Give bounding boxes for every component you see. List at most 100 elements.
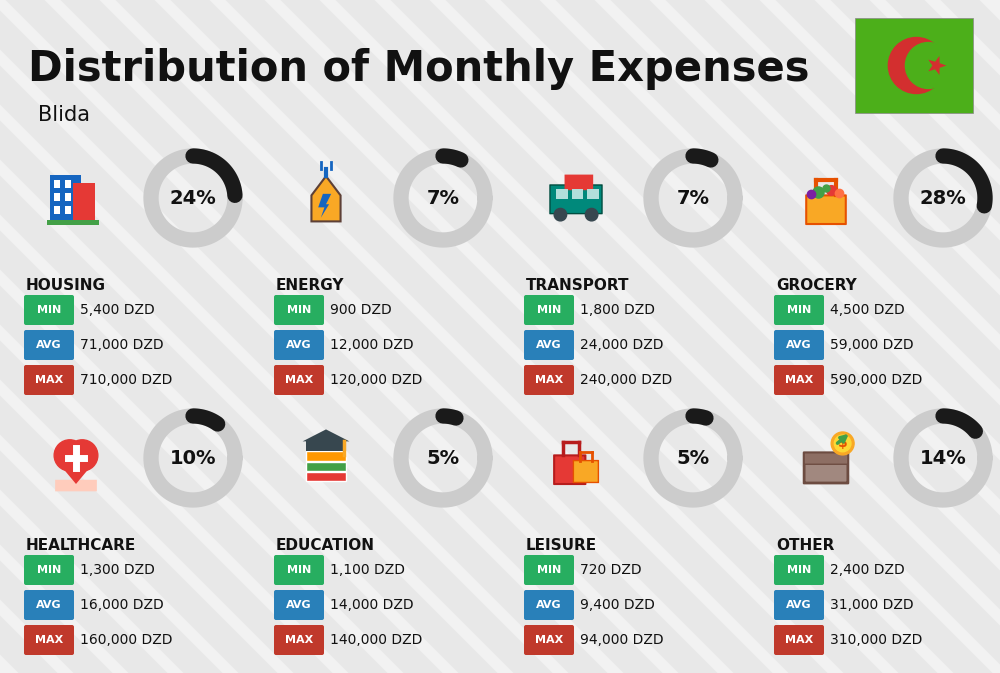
Text: AVG: AVG bbox=[786, 340, 812, 350]
FancyBboxPatch shape bbox=[24, 625, 74, 655]
FancyBboxPatch shape bbox=[524, 625, 574, 655]
Text: 160,000 DZD: 160,000 DZD bbox=[80, 633, 173, 647]
FancyBboxPatch shape bbox=[556, 188, 568, 199]
Text: 5%: 5% bbox=[426, 448, 460, 468]
FancyBboxPatch shape bbox=[774, 590, 824, 620]
Text: 5%: 5% bbox=[676, 448, 710, 468]
FancyBboxPatch shape bbox=[274, 555, 324, 585]
FancyBboxPatch shape bbox=[774, 555, 824, 585]
FancyBboxPatch shape bbox=[587, 188, 599, 199]
Polygon shape bbox=[303, 429, 349, 441]
FancyBboxPatch shape bbox=[774, 295, 824, 325]
Text: AVG: AVG bbox=[36, 600, 62, 610]
Text: MAX: MAX bbox=[785, 635, 813, 645]
Polygon shape bbox=[311, 176, 341, 221]
Polygon shape bbox=[318, 194, 331, 218]
FancyBboxPatch shape bbox=[274, 625, 324, 655]
FancyBboxPatch shape bbox=[774, 625, 824, 655]
Text: MIN: MIN bbox=[787, 565, 811, 575]
Text: 94,000 DZD: 94,000 DZD bbox=[580, 633, 664, 647]
Circle shape bbox=[585, 209, 598, 221]
FancyBboxPatch shape bbox=[274, 295, 324, 325]
FancyBboxPatch shape bbox=[55, 480, 97, 491]
FancyBboxPatch shape bbox=[54, 206, 60, 213]
Circle shape bbox=[554, 209, 567, 221]
FancyBboxPatch shape bbox=[50, 174, 81, 221]
Circle shape bbox=[67, 439, 98, 471]
Text: 1,100 DZD: 1,100 DZD bbox=[330, 563, 405, 577]
Text: MIN: MIN bbox=[37, 565, 61, 575]
Text: 1,300 DZD: 1,300 DZD bbox=[80, 563, 155, 577]
Text: 24%: 24% bbox=[170, 188, 216, 207]
Text: 12,000 DZD: 12,000 DZD bbox=[330, 338, 414, 352]
Text: 900 DZD: 900 DZD bbox=[330, 303, 392, 317]
Text: GROCERY: GROCERY bbox=[776, 278, 857, 293]
FancyBboxPatch shape bbox=[573, 460, 598, 483]
FancyBboxPatch shape bbox=[24, 365, 74, 395]
FancyBboxPatch shape bbox=[804, 453, 848, 483]
Text: EDUCATION: EDUCATION bbox=[276, 538, 375, 553]
Text: TRANSPORT: TRANSPORT bbox=[526, 278, 630, 293]
FancyBboxPatch shape bbox=[65, 192, 71, 201]
FancyBboxPatch shape bbox=[73, 184, 95, 221]
FancyBboxPatch shape bbox=[306, 472, 346, 481]
FancyBboxPatch shape bbox=[24, 555, 74, 585]
Text: Distribution of Monthly Expenses: Distribution of Monthly Expenses bbox=[28, 48, 810, 90]
Text: 16,000 DZD: 16,000 DZD bbox=[80, 598, 164, 612]
Text: 120,000 DZD: 120,000 DZD bbox=[330, 373, 422, 387]
FancyBboxPatch shape bbox=[774, 365, 824, 395]
Text: 720 DZD: 720 DZD bbox=[580, 563, 642, 577]
Text: MAX: MAX bbox=[285, 635, 313, 645]
Text: AVG: AVG bbox=[286, 600, 312, 610]
Text: MIN: MIN bbox=[287, 565, 311, 575]
Text: 14,000 DZD: 14,000 DZD bbox=[330, 598, 414, 612]
Text: MAX: MAX bbox=[35, 375, 63, 385]
Polygon shape bbox=[928, 56, 946, 75]
Text: AVG: AVG bbox=[536, 340, 562, 350]
Text: 7%: 7% bbox=[676, 188, 710, 207]
FancyBboxPatch shape bbox=[274, 365, 324, 395]
FancyBboxPatch shape bbox=[274, 590, 324, 620]
Text: MAX: MAX bbox=[285, 375, 313, 385]
Text: 240,000 DZD: 240,000 DZD bbox=[580, 373, 672, 387]
FancyBboxPatch shape bbox=[524, 295, 574, 325]
Circle shape bbox=[888, 38, 944, 94]
Text: 10%: 10% bbox=[170, 448, 216, 468]
FancyBboxPatch shape bbox=[24, 295, 74, 325]
Text: MIN: MIN bbox=[787, 305, 811, 315]
Text: MIN: MIN bbox=[37, 305, 61, 315]
Text: Blida: Blida bbox=[38, 105, 90, 125]
FancyBboxPatch shape bbox=[65, 180, 71, 188]
FancyBboxPatch shape bbox=[565, 174, 593, 190]
Text: $: $ bbox=[838, 436, 848, 450]
Circle shape bbox=[905, 42, 951, 88]
FancyBboxPatch shape bbox=[47, 220, 99, 225]
Text: 140,000 DZD: 140,000 DZD bbox=[330, 633, 422, 647]
Text: ENERGY: ENERGY bbox=[276, 278, 344, 293]
FancyBboxPatch shape bbox=[24, 590, 74, 620]
Text: AVG: AVG bbox=[36, 340, 62, 350]
Text: 7%: 7% bbox=[426, 188, 460, 207]
FancyBboxPatch shape bbox=[855, 18, 973, 113]
Text: 2,400 DZD: 2,400 DZD bbox=[830, 563, 905, 577]
Text: 5,400 DZD: 5,400 DZD bbox=[80, 303, 155, 317]
FancyBboxPatch shape bbox=[524, 555, 574, 585]
FancyBboxPatch shape bbox=[572, 188, 583, 199]
Text: 710,000 DZD: 710,000 DZD bbox=[80, 373, 172, 387]
Text: AVG: AVG bbox=[286, 340, 312, 350]
FancyBboxPatch shape bbox=[54, 180, 60, 188]
Text: MAX: MAX bbox=[535, 635, 563, 645]
FancyBboxPatch shape bbox=[524, 365, 574, 395]
Text: 9,400 DZD: 9,400 DZD bbox=[580, 598, 655, 612]
Text: MIN: MIN bbox=[537, 565, 561, 575]
Text: OTHER: OTHER bbox=[776, 538, 834, 553]
Text: 310,000 DZD: 310,000 DZD bbox=[830, 633, 922, 647]
Text: 28%: 28% bbox=[920, 188, 966, 207]
FancyBboxPatch shape bbox=[274, 330, 324, 360]
FancyBboxPatch shape bbox=[54, 192, 60, 201]
Text: 71,000 DZD: 71,000 DZD bbox=[80, 338, 164, 352]
Text: MAX: MAX bbox=[535, 375, 563, 385]
FancyBboxPatch shape bbox=[306, 441, 346, 451]
FancyBboxPatch shape bbox=[550, 185, 602, 213]
Text: AVG: AVG bbox=[786, 600, 812, 610]
